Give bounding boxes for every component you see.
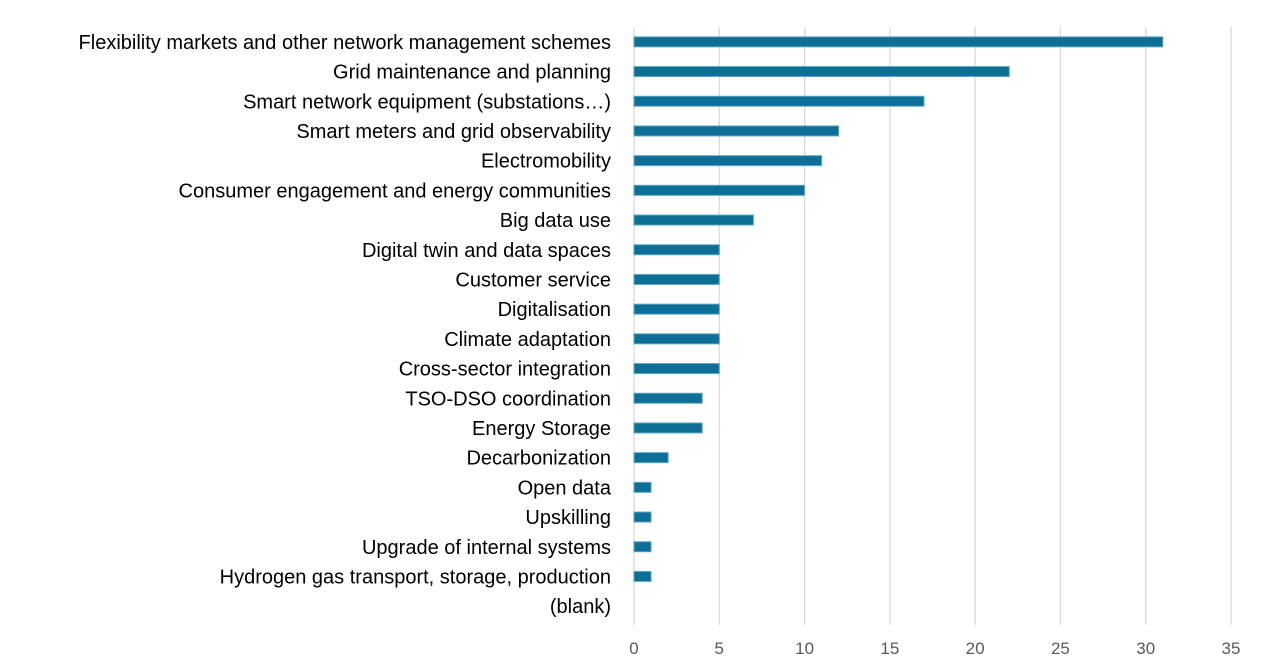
category-label: Upgrade of internal systems [362, 537, 611, 559]
x-tick-label: 5 [715, 639, 724, 658]
bar [633, 95, 925, 107]
bar [633, 66, 1010, 78]
category-label: Open data [518, 477, 612, 499]
bar [633, 36, 1164, 48]
category-label: Climate adaptation [444, 329, 611, 351]
bar [633, 363, 720, 375]
category-label: Grid maintenance and planning [333, 62, 611, 84]
category-label: TSO-DSO coordination [405, 388, 611, 410]
x-tick-label: 25 [1051, 639, 1070, 658]
x-tick-label: 30 [1136, 639, 1155, 658]
bars [633, 36, 1164, 582]
bar [633, 422, 703, 434]
bar [633, 125, 840, 137]
bar [633, 184, 806, 196]
x-axis-tick-labels: 0 5 10 15 20 25 30 35 [629, 639, 1240, 658]
gridlines [633, 27, 1232, 625]
x-tick-label: 15 [880, 639, 899, 658]
category-label: Flexibility markets and other network ma… [79, 32, 611, 54]
bar [633, 392, 703, 404]
category-label: (blank) [550, 596, 611, 618]
bar [633, 452, 669, 464]
category-label: Big data use [500, 210, 611, 232]
category-label: Smart network equipment (substations…) [243, 91, 611, 113]
category-label: Electromobility [481, 151, 611, 173]
bar [633, 481, 652, 493]
x-tick-label: 35 [1222, 639, 1241, 658]
category-label: Energy Storage [472, 418, 611, 440]
category-labels: Flexibility markets and other network ma… [79, 32, 612, 618]
bar [633, 155, 823, 167]
category-label: Smart meters and grid observability [296, 121, 611, 143]
bar [633, 273, 720, 285]
category-label: Digitalisation [498, 299, 611, 321]
category-label: Digital twin and data spaces [362, 240, 611, 262]
bar [633, 333, 720, 345]
category-label: Cross-sector integration [399, 359, 611, 381]
x-tick-label: 20 [966, 639, 985, 658]
category-label: Decarbonization [466, 448, 611, 470]
category-label: Hydrogen gas transport, storage, product… [220, 566, 611, 588]
bar [633, 570, 652, 582]
bar [633, 214, 754, 226]
category-label: Customer service [455, 269, 611, 291]
bar [633, 244, 720, 256]
category-label: Upskilling [525, 507, 611, 529]
bar [633, 511, 652, 523]
category-label: Consumer engagement and energy communiti… [179, 180, 611, 202]
bar [633, 541, 652, 553]
bar [633, 303, 720, 315]
x-tick-label: 0 [629, 639, 638, 658]
x-tick-label: 10 [795, 639, 814, 658]
